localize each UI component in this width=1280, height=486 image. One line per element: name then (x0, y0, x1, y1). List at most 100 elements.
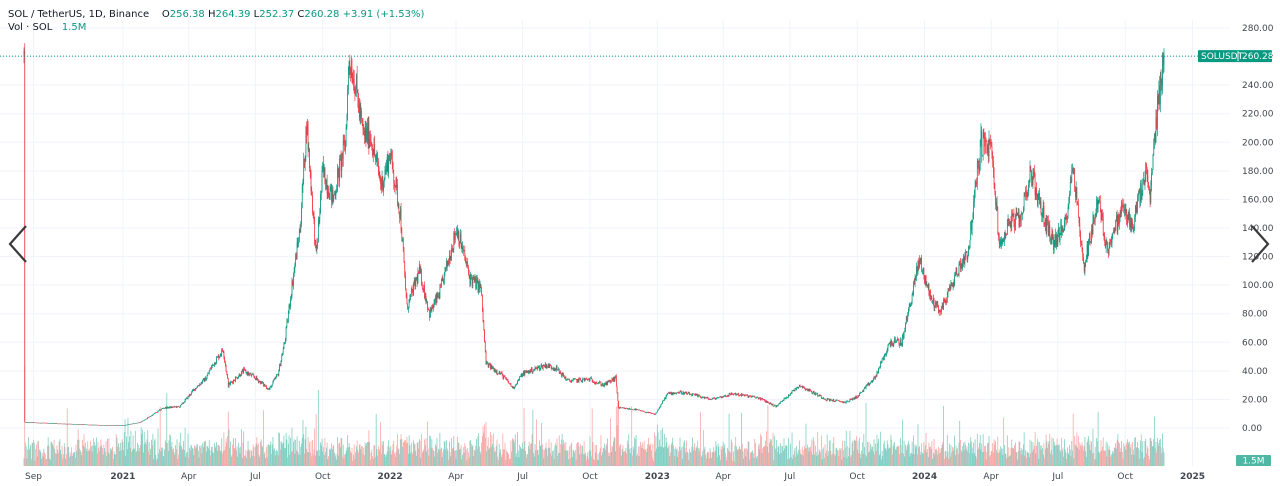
candle-body (1088, 234, 1090, 240)
volume-bar (468, 457, 470, 466)
candle-body (1157, 96, 1159, 105)
candle-body (946, 300, 947, 303)
volume-bar (733, 461, 735, 466)
time-axis[interactable]: Sep 2021 Apr Jul Oct 2022 Apr Jul Oct 2023 Apr Jul O… (25, 472, 1205, 482)
volume-badge-value: 1.5M (1242, 457, 1264, 467)
volume-bar (748, 441, 750, 466)
volume-bar (500, 456, 502, 466)
candle-body (72, 424, 74, 425)
volume-bar (197, 444, 198, 466)
candle-body (630, 408, 632, 410)
volume-bar (431, 439, 433, 466)
volume-bar (190, 444, 192, 466)
candle-body (185, 398, 187, 400)
candle-body (449, 254, 450, 263)
x-tick-label: Sep (25, 472, 42, 482)
candle-body (476, 278, 478, 280)
candle-body (207, 373, 209, 376)
candle-body (627, 408, 629, 410)
candle-body (95, 424, 97, 426)
volume-bar (467, 448, 469, 466)
candle-body (949, 286, 951, 289)
volume-bar (837, 450, 838, 466)
volume-bar (577, 441, 579, 466)
volume-bar (615, 451, 616, 466)
volume-bar (790, 456, 792, 466)
candle-body (345, 126, 347, 142)
volume-bar (382, 444, 384, 466)
candle-body (449, 254, 451, 261)
volume-bar (254, 456, 256, 466)
candle-body (261, 381, 263, 383)
volume-bar (623, 451, 625, 466)
volume-bar (364, 442, 366, 466)
volume-bar (411, 454, 413, 466)
volume-bar (582, 454, 584, 466)
candle-body (375, 158, 377, 160)
volume-bar (1040, 449, 1042, 466)
volume-bar (693, 446, 695, 466)
volume-bar (535, 450, 537, 466)
candle-body (943, 298, 945, 301)
volume-bar (769, 438, 771, 466)
volume-bar (509, 458, 511, 466)
chevron-right-icon[interactable] (1244, 222, 1274, 266)
volume-bar (820, 435, 822, 466)
volume-bar (1088, 436, 1089, 466)
volume-bar (1157, 445, 1159, 466)
volume-bar (815, 452, 817, 466)
candle-body (152, 414, 154, 416)
badge-value: 260.28 (1242, 52, 1274, 62)
volume-bar (591, 408, 593, 466)
candle-body (580, 380, 582, 381)
candle-body (597, 383, 599, 384)
candle-body (455, 234, 457, 235)
volume-bar (864, 447, 865, 466)
chevron-left-icon[interactable] (4, 222, 34, 266)
volume-bar (709, 448, 711, 466)
candle-body (96, 424, 97, 426)
volume-bar (889, 447, 890, 466)
candle-body (845, 401, 846, 404)
candle-body (709, 399, 711, 400)
volume-bar (328, 448, 330, 466)
candle-body (39, 422, 40, 424)
volume-bar (663, 447, 665, 466)
candle-body (543, 365, 545, 366)
candle-body (516, 384, 518, 385)
volume-bar (351, 447, 353, 466)
candle-body (257, 379, 259, 383)
candle-body (694, 394, 696, 396)
volume-bar (414, 444, 416, 466)
volume-bar (164, 440, 166, 466)
candle-body (892, 343, 893, 346)
volume-bar (66, 454, 67, 466)
candle-body (489, 363, 491, 365)
candle-body (626, 408, 628, 409)
volume-bar (287, 443, 289, 466)
candle-body (714, 398, 716, 400)
candle-body (536, 367, 538, 370)
candle-body (440, 281, 442, 287)
volume-bar (898, 445, 900, 466)
volume-bar (1136, 447, 1138, 466)
candle-body (396, 178, 398, 185)
candle-body (52, 423, 54, 424)
volume-bar (111, 448, 113, 466)
candle-body (889, 342, 891, 346)
candle-body (818, 395, 819, 397)
candle-body (234, 380, 236, 382)
candle-body (151, 415, 152, 417)
volume-bar (970, 437, 972, 466)
candle-body (1153, 141, 1155, 156)
candle-body (521, 374, 523, 377)
candle-body (525, 371, 526, 373)
candle-body (43, 422, 45, 424)
candle-body (370, 140, 372, 143)
volume-bar (219, 450, 221, 466)
volume-bar (785, 445, 786, 466)
candle-body (673, 392, 675, 395)
candle-body (427, 308, 429, 310)
